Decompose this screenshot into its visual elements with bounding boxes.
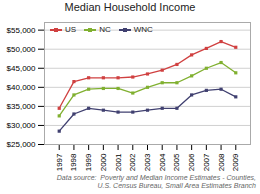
- svg-text:1999: 1999: [84, 153, 93, 171]
- svg-text:$40,000: $40,000: [7, 83, 36, 92]
- svg-text:2006: 2006: [187, 153, 196, 171]
- svg-text:2000: 2000: [99, 153, 108, 171]
- svg-text:2007: 2007: [202, 153, 211, 171]
- svg-text:$45,000: $45,000: [7, 64, 36, 73]
- html-text:NC: NC: [99, 25, 111, 34]
- html-text:WNC: WNC: [133, 25, 153, 34]
- svg-text:$25,000: $25,000: [7, 140, 36, 149]
- svg-text:$55,000: $55,000: [7, 26, 36, 35]
- html-text:Median Household Income: Median Household Income: [64, 1, 196, 13]
- svg-text:2002: 2002: [128, 153, 137, 171]
- svg-text:$30,000: $30,000: [7, 121, 36, 130]
- svg-text:2001: 2001: [114, 153, 123, 171]
- html-text:Data source: Poverty and Media: Data source: Poverty and Median Income E…: [56, 174, 256, 189]
- html-text:US: US: [65, 25, 77, 34]
- svg-text:2004: 2004: [158, 153, 167, 171]
- svg-text:1997: 1997: [55, 153, 64, 171]
- svg-text:2008: 2008: [217, 153, 226, 171]
- svg-text:$35,000: $35,000: [7, 102, 36, 111]
- svg-text:2003: 2003: [143, 153, 152, 171]
- svg-text:2005: 2005: [172, 153, 181, 171]
- svg-text:1998: 1998: [69, 153, 78, 171]
- svg-text:2009: 2009: [231, 153, 240, 171]
- svg-text:$50,000: $50,000: [7, 45, 36, 54]
